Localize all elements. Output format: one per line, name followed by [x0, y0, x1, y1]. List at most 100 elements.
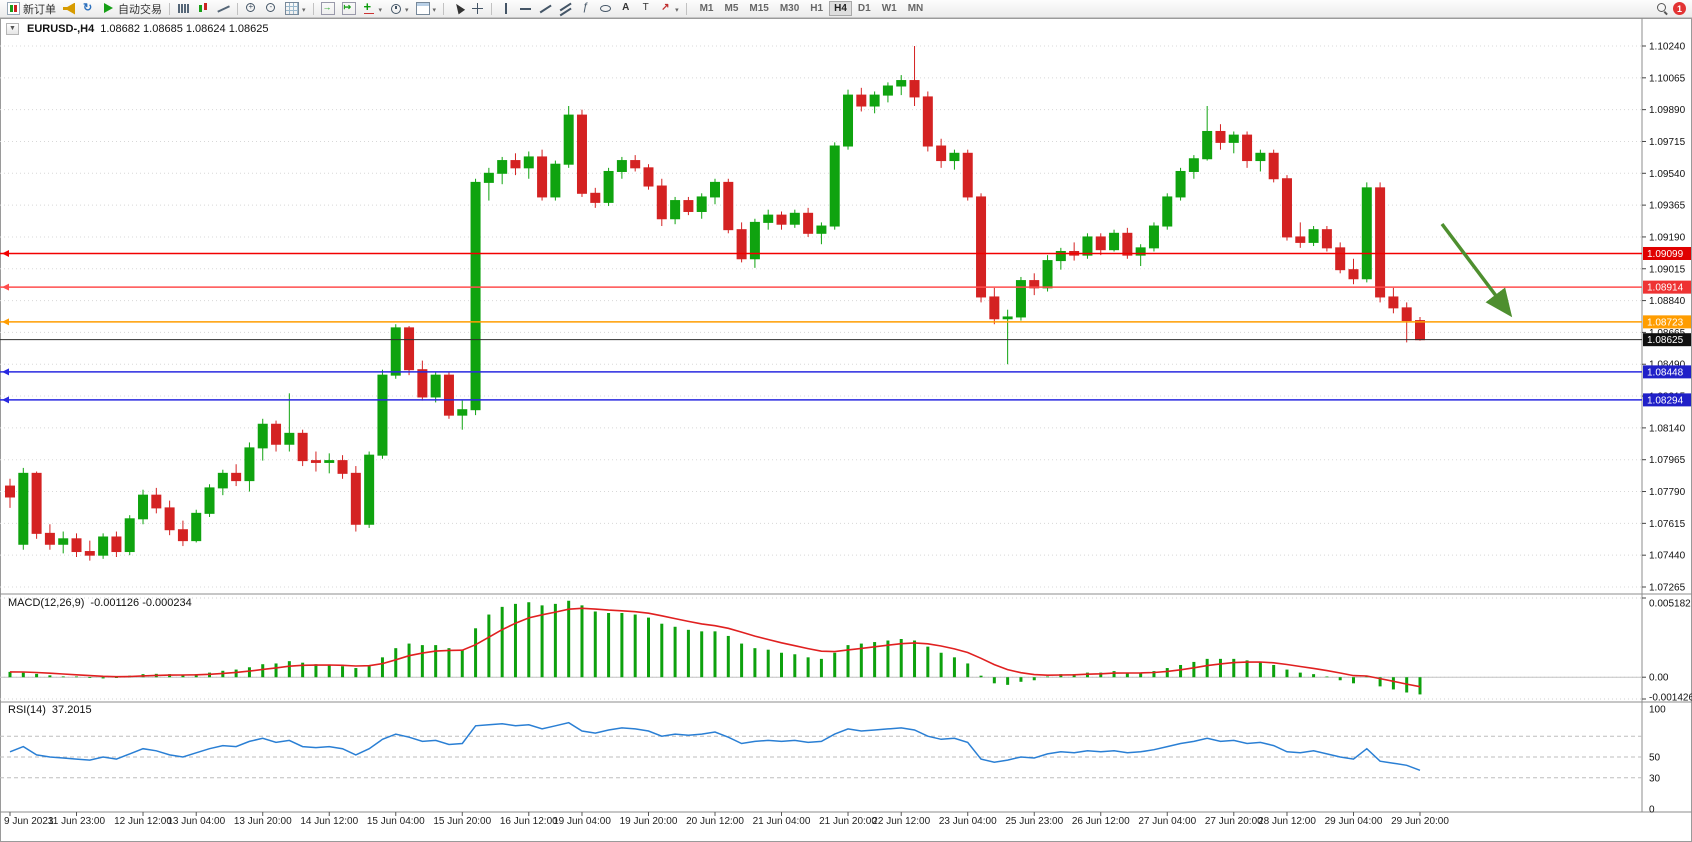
new-order-icon	[7, 2, 20, 15]
trend-arrow[interactable]	[1440, 222, 1513, 318]
rsi-label: RSI(14)	[8, 704, 46, 716]
autotrading-button[interactable]: 自动交易	[99, 1, 165, 17]
zoom-out-button[interactable]	[262, 1, 281, 17]
sound-alert-button[interactable]	[60, 1, 78, 17]
crosshair-button[interactable]	[468, 1, 487, 17]
svg-text:0: 0	[1649, 805, 1655, 816]
svg-text:1.07440: 1.07440	[1649, 551, 1686, 562]
timeframe-h1-button[interactable]: H1	[805, 1, 828, 16]
timeframe-mn-button[interactable]: MN	[903, 1, 929, 16]
shapes-icon	[599, 2, 612, 15]
svg-text:23 Jun 04:00: 23 Jun 04:00	[939, 816, 997, 827]
svg-text:1.08840: 1.08840	[1649, 296, 1686, 307]
timeframe-d1-button[interactable]: D1	[853, 1, 876, 16]
macd-title-row: MACD(12,26,9) -0.001126 -0.000234	[8, 597, 192, 609]
svg-text:16 Jun 12:00: 16 Jun 12:00	[500, 816, 558, 827]
toolbar-separator	[491, 2, 493, 15]
arrow-tool-icon	[659, 2, 672, 15]
svg-text:1.08723: 1.08723	[1647, 317, 1684, 328]
svg-text:100: 100	[1649, 705, 1666, 716]
svg-text:0.005182: 0.005182	[1649, 599, 1691, 610]
timeframe-m15-button[interactable]: M15	[744, 1, 773, 16]
timeframe-m5-button[interactable]: M5	[719, 1, 743, 16]
indicators-button[interactable]	[360, 0, 386, 17]
pivot-line-tag[interactable]	[1643, 315, 1691, 329]
support-line-1[interactable]: 1.08448	[0, 365, 1691, 379]
bar-chart-button[interactable]	[174, 1, 193, 17]
bid-price-line[interactable]: 1.08625	[0, 333, 1691, 347]
svg-text:1.09190: 1.09190	[1649, 232, 1686, 243]
shapes-button[interactable]	[596, 1, 615, 17]
chevron-down-icon	[675, 3, 679, 15]
support-line-2[interactable]: 1.08294	[0, 393, 1691, 407]
svg-text:27 Jun 20:00: 27 Jun 20:00	[1205, 816, 1263, 827]
support-line-2-tag[interactable]	[1643, 393, 1691, 407]
chart-title-row: EURUSD-,H4 1.08682 1.08685 1.08624 1.086…	[6, 23, 268, 35]
svg-text:1.09890: 1.09890	[1649, 105, 1686, 116]
timeframe-h4-button[interactable]: H4	[829, 1, 852, 16]
svg-text:50: 50	[1649, 753, 1661, 764]
chevron-down-icon	[433, 3, 437, 15]
pivot-line[interactable]: 1.08723	[0, 315, 1691, 329]
trendline-button[interactable]	[536, 1, 555, 17]
label-button[interactable]	[636, 1, 655, 17]
candlestick-chart-button[interactable]	[194, 1, 213, 17]
svg-text:13 Jun 04:00: 13 Jun 04:00	[167, 816, 225, 827]
chart-shift-button[interactable]	[339, 1, 359, 17]
svg-text:13 Jun 20:00: 13 Jun 20:00	[234, 816, 292, 827]
resistance-line-2-tag[interactable]	[1643, 280, 1691, 294]
resistance-line-2[interactable]: 1.08914	[0, 280, 1691, 294]
svg-text:9 Jun 2023: 9 Jun 2023	[4, 816, 54, 827]
search-icon[interactable]	[1656, 2, 1669, 15]
arrows-button[interactable]	[656, 1, 682, 17]
line-chart-button[interactable]	[214, 1, 233, 17]
svg-text:25 Jun 23:00: 25 Jun 23:00	[1005, 816, 1063, 827]
svg-text:1.08140: 1.08140	[1649, 423, 1686, 434]
svg-text:1.07790: 1.07790	[1649, 487, 1686, 498]
fibonacci-button[interactable]	[576, 1, 595, 17]
one-click-trading-toggle[interactable]	[6, 23, 19, 35]
speaker-icon	[63, 2, 75, 15]
rsi-line	[9, 721, 1421, 772]
svg-text:1.09099: 1.09099	[1647, 249, 1684, 260]
cursor-button[interactable]	[448, 1, 467, 17]
autotrading-button-label: 自动交易	[118, 3, 162, 16]
timeframe-m1-button[interactable]: M1	[695, 1, 719, 16]
toolbar-buttons: 新订单 自动交易	[4, 0, 690, 17]
candlestick-icon	[197, 2, 210, 15]
periods-button[interactable]	[386, 1, 412, 17]
community-button[interactable]	[79, 1, 98, 17]
svg-text:30: 30	[1649, 773, 1661, 784]
text-button[interactable]	[616, 1, 635, 17]
auto-scroll-icon	[320, 2, 335, 15]
svg-text:-0.001426: -0.001426	[1649, 693, 1692, 704]
chart-background[interactable]	[0, 18, 1692, 842]
bid-price-line-tag[interactable]	[1643, 333, 1691, 347]
resistance-line-1[interactable]: 1.09099	[0, 246, 1691, 260]
new-order-button[interactable]: 新订单	[4, 1, 59, 17]
resistance-line-1-tag[interactable]	[1643, 246, 1691, 260]
rsi-title-row: RSI(14) 37.2015	[8, 704, 92, 716]
svg-text:1.07615: 1.07615	[1649, 519, 1686, 530]
svg-text:19 Jun 04:00: 19 Jun 04:00	[553, 816, 611, 827]
channel-button[interactable]	[556, 1, 575, 17]
notification-badge[interactable]: 1	[1673, 2, 1686, 15]
support-line-1-tag[interactable]	[1643, 365, 1691, 379]
templates-button[interactable]	[413, 1, 440, 17]
horizontal-line-button[interactable]	[516, 1, 535, 17]
chart-symbol-title: EURUSD-,H4	[27, 23, 95, 35]
svg-text:1.08625: 1.08625	[1647, 335, 1684, 346]
timeframe-m30-button[interactable]: M30	[775, 1, 804, 16]
svg-text:12 Jun 12:00: 12 Jun 12:00	[114, 816, 172, 827]
chevron-down-icon	[302, 3, 306, 15]
tile-windows-button[interactable]	[282, 1, 309, 17]
chevron-down-icon	[379, 3, 383, 15]
timeframe-w1-button[interactable]: W1	[877, 1, 902, 16]
auto-scroll-button[interactable]	[318, 1, 338, 17]
vertical-line-button[interactable]	[496, 1, 515, 17]
zoom-in-icon	[245, 2, 258, 15]
toolbar-separator	[237, 2, 238, 15]
zoom-in-button[interactable]	[242, 1, 261, 17]
